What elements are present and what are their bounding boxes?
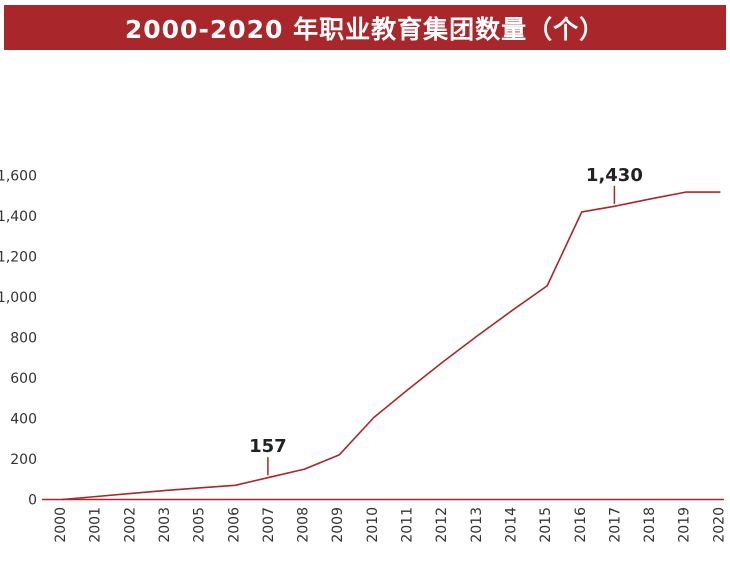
y-tick-label: 1,600 [0,169,37,185]
y-tick-label: 400 [10,412,37,428]
x-tick-label: 2019 [677,507,693,543]
y-tick-label: 200 [10,452,37,468]
x-tick-label: 2003 [157,507,173,543]
y-tick-label: 0 [28,493,37,509]
x-tick-label: 2014 [503,507,519,543]
x-tick-label: 2002 [122,507,138,543]
x-tick-label: 2010 [365,507,381,543]
annotation-label: 157 [249,436,287,457]
x-tick-label: 2008 [296,507,312,543]
x-tick-label: 2001 [88,507,104,543]
x-tick-label: 2005 [192,507,208,543]
x-tick-label: 2017 [607,507,623,543]
x-tick-label: 2009 [330,507,346,543]
x-tick-label: 2018 [642,507,658,543]
series-line-0 [61,191,721,501]
y-tick-label: 1,400 [0,209,37,225]
chart-title: 2000-2020 年职业教育集团数量（个） [124,14,606,44]
x-tick-label: 2011 [400,507,416,543]
y-tick-label: 600 [10,371,37,387]
x-tick-label: 2007 [261,507,277,543]
chart-title-bar: 2000-2020 年职业教育集团数量（个） [4,5,726,50]
x-tick-label: 2000 [53,507,69,543]
y-tick-label: 1,000 [0,290,37,306]
y-tick-label: 1,200 [0,250,37,266]
x-tick-label: 2012 [434,507,450,543]
annotation-label: 1,430 [586,165,643,186]
x-tick-label: 2020 [711,507,727,543]
x-tick-label: 2006 [226,507,242,543]
x-tick-label: 2013 [469,507,485,543]
x-tick-label: 2016 [573,507,589,543]
x-tick-label: 2015 [538,507,554,543]
y-tick-label: 800 [10,331,37,347]
